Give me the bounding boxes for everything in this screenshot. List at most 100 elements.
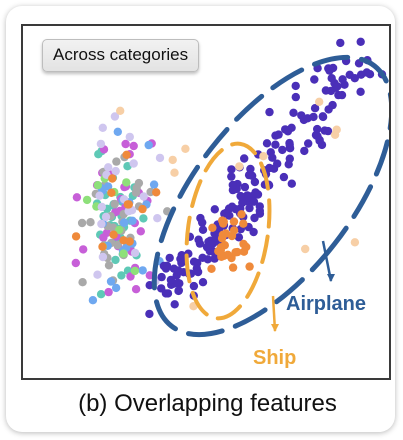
airplane-point bbox=[227, 172, 236, 181]
airplane-point bbox=[323, 126, 333, 136]
orange-point bbox=[123, 200, 132, 209]
airplane-point bbox=[313, 124, 322, 134]
orange-point bbox=[122, 150, 131, 159]
gray-point bbox=[112, 157, 121, 166]
airplane-point bbox=[313, 132, 322, 141]
airplane-point bbox=[240, 154, 249, 163]
gray-point bbox=[78, 278, 87, 287]
lavender-point bbox=[104, 163, 113, 172]
lavender-point bbox=[110, 112, 120, 121]
airplane-point bbox=[265, 107, 274, 117]
ship-point bbox=[219, 219, 228, 228]
orange-point bbox=[125, 237, 134, 246]
peach-point bbox=[259, 152, 268, 161]
orange-point bbox=[109, 230, 118, 239]
gray-point bbox=[113, 240, 122, 250]
teal-point bbox=[94, 150, 103, 159]
airplane-point bbox=[365, 70, 375, 79]
airplane-point bbox=[145, 309, 154, 319]
ship-point bbox=[207, 264, 216, 273]
blue-point bbox=[88, 296, 98, 305]
lavender-point bbox=[139, 192, 148, 201]
airplane-point bbox=[336, 38, 345, 48]
orange-point bbox=[152, 188, 161, 197]
peach-point bbox=[330, 130, 340, 139]
airplane-point bbox=[324, 64, 334, 73]
airplane-point bbox=[174, 266, 183, 275]
airplane-point bbox=[165, 253, 174, 263]
lavender-point bbox=[155, 153, 165, 163]
ship-point bbox=[229, 217, 239, 226]
peach-point bbox=[350, 238, 360, 247]
airplane-point bbox=[250, 213, 259, 223]
scatter-plot: Across categories Airplane Ship bbox=[21, 24, 391, 380]
blue-point bbox=[106, 277, 116, 286]
airplane-point bbox=[318, 112, 327, 121]
teal-point bbox=[96, 290, 106, 299]
gray-point bbox=[104, 261, 114, 270]
magenta-point bbox=[72, 193, 82, 202]
airplane-point bbox=[310, 104, 320, 113]
airplane-point bbox=[193, 267, 203, 277]
airplane-point bbox=[157, 272, 166, 282]
airplane-point bbox=[206, 240, 215, 249]
ship-point bbox=[239, 239, 248, 249]
airplane-point bbox=[269, 164, 279, 173]
orange-point bbox=[71, 232, 81, 241]
airplane-point bbox=[356, 70, 366, 79]
magenta-point bbox=[129, 141, 138, 151]
airplane-point bbox=[198, 278, 208, 287]
airplane-point bbox=[262, 139, 272, 148]
lavender-point bbox=[95, 191, 104, 200]
airplane-point bbox=[279, 172, 289, 182]
airplane-label: Airplane bbox=[286, 293, 367, 315]
blue-point bbox=[128, 216, 137, 225]
airplane-point bbox=[321, 86, 331, 95]
gray-point bbox=[132, 183, 141, 193]
airplane-point bbox=[161, 289, 171, 298]
airplane-point bbox=[337, 90, 347, 100]
ship-label: Ship bbox=[253, 347, 297, 369]
figure-card: Across categories Airplane Ship (b) Over… bbox=[6, 6, 395, 432]
airplane-point bbox=[291, 81, 300, 91]
lavender-point bbox=[98, 252, 108, 262]
magenta-point bbox=[71, 258, 80, 268]
gray-point bbox=[110, 199, 119, 209]
lavender-point bbox=[130, 248, 140, 258]
lavender-point bbox=[125, 132, 134, 142]
airplane-point bbox=[287, 179, 296, 188]
airplane-point bbox=[245, 203, 254, 213]
blue-point bbox=[120, 218, 129, 227]
airplane-point bbox=[234, 233, 244, 242]
airplane-point bbox=[249, 197, 259, 206]
peach-point bbox=[301, 244, 310, 254]
teal-point bbox=[117, 271, 126, 280]
airplane-point bbox=[281, 125, 290, 134]
peach-point bbox=[116, 106, 125, 116]
lavender-point bbox=[129, 159, 138, 168]
airplane-point bbox=[289, 108, 298, 118]
airplane-point bbox=[327, 74, 336, 83]
airplane-point bbox=[345, 70, 354, 79]
airplane-point bbox=[198, 225, 208, 234]
airplane-point bbox=[195, 239, 205, 248]
lavender-point bbox=[93, 270, 102, 279]
peach-point bbox=[170, 168, 179, 177]
ship-point bbox=[208, 223, 217, 232]
magenta-point bbox=[99, 233, 108, 242]
airplane-point bbox=[166, 275, 176, 285]
green-point bbox=[82, 195, 92, 205]
lavender-point bbox=[101, 212, 111, 222]
airplane-point bbox=[356, 37, 365, 46]
blue-point bbox=[103, 182, 113, 191]
airplane-point bbox=[210, 205, 219, 214]
airplane-point bbox=[304, 139, 313, 148]
airplane-point bbox=[224, 204, 234, 213]
airplane-point bbox=[338, 75, 347, 84]
airplane-point bbox=[227, 165, 236, 174]
airplane-point bbox=[236, 191, 245, 201]
peach-point bbox=[181, 144, 190, 153]
gray-point bbox=[77, 218, 87, 228]
orange-point bbox=[138, 204, 147, 214]
ship-point bbox=[229, 226, 239, 235]
